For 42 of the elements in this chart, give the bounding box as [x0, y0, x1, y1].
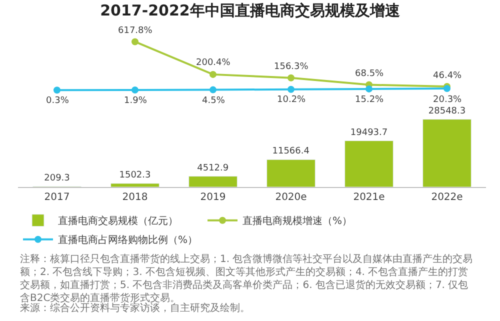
data-label: 209.3 — [44, 174, 70, 184]
data-label: 19493.7 — [350, 128, 388, 138]
x-tick-label: 2020e — [275, 192, 307, 203]
data-label: 68.5% — [355, 69, 384, 79]
data-label: 4512.9 — [197, 163, 229, 174]
data-label: 617.8% — [118, 26, 153, 36]
x-tick-label: 2018 — [122, 192, 148, 203]
data-label: 200.4% — [196, 58, 231, 68]
point — [288, 74, 294, 82]
x-tick-label: 2022e — [431, 192, 463, 203]
data-label: 1.9% — [124, 96, 148, 106]
data-label: 10.2% — [277, 95, 306, 105]
data-label: 28548.3 — [428, 106, 466, 116]
data-label: 15.2% — [355, 95, 384, 105]
data-label: 46.4% — [433, 71, 462, 81]
data-label: 1502.3 — [119, 170, 151, 180]
point — [132, 86, 138, 94]
legend-label: 直播电商规模增速（%） — [242, 215, 352, 228]
point — [288, 86, 294, 93]
point — [210, 86, 216, 94]
bar — [110, 183, 160, 187]
text: 注释：核算口径只包含直播带货的线上交易；1. 包含微博微信等社交平台以及自媒体由直播产生的交易额；2. 不包含线下导购；3. 不包含短视频、图文等其他形式产生的交易额；4. 不包含直播产生的打赏交易额，如直播打赏；5. 不包含非消费品类及高客单价类产品；6. 包含已退货的无效交易额；7. 仅包含B2C类交易的直播带货形式交易。 — [20, 253, 473, 304]
point — [54, 86, 60, 94]
x-tick-label: 2017 — [44, 192, 70, 203]
x-tick-label: 2021e — [353, 192, 385, 203]
x-tick-label: 2019 — [200, 192, 226, 203]
legend-label: 直播电商交易规模（亿元） — [58, 215, 178, 228]
data-label: 156.3% — [274, 62, 309, 72]
data-label: 20.3% — [433, 95, 462, 105]
bar — [422, 119, 472, 187]
point — [366, 85, 372, 92]
point — [210, 70, 216, 78]
point — [132, 38, 138, 46]
bar — [344, 140, 394, 187]
data-label: 11566.4 — [272, 146, 310, 157]
data-label: 0.3% — [46, 96, 70, 106]
data-label: 4.5% — [202, 96, 226, 106]
legend-label: 直播电商占网络购物比例（%） — [58, 234, 198, 246]
bar — [188, 176, 238, 187]
chart-title: 2017-2022年中国直播电商交易规模及增速 — [100, 1, 401, 20]
source-note: 来源：综合公开资料与专家访谈，自主研究及绘制。 — [20, 302, 250, 314]
bar — [266, 159, 316, 187]
